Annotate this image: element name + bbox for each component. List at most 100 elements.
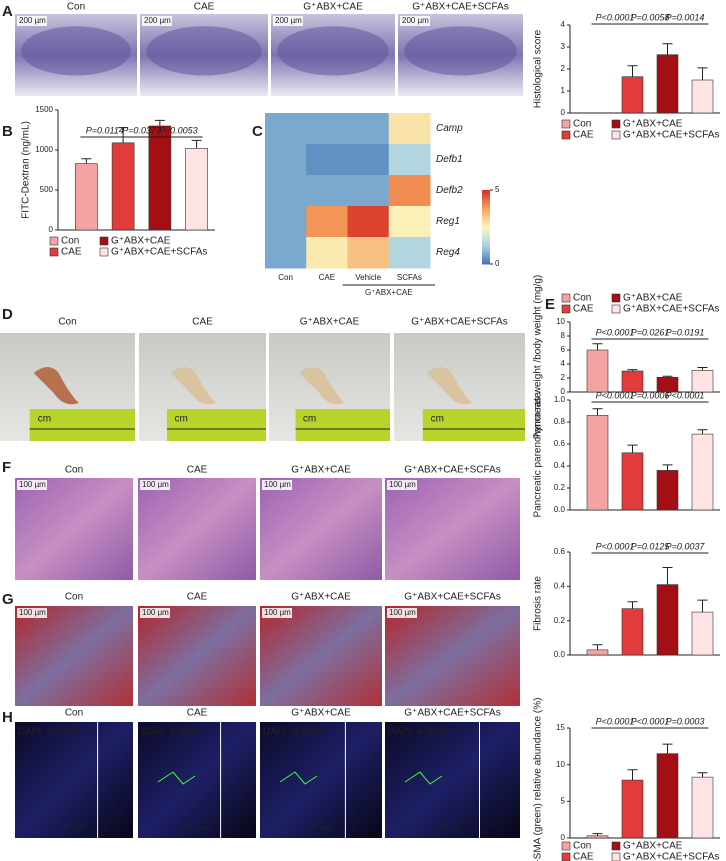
colorbar-step <box>482 197 490 201</box>
scale-bar-label: 100 µm <box>19 608 46 617</box>
image-label: CAE <box>187 592 208 603</box>
legend-swatch <box>561 841 571 851</box>
stain-label: α-SMA <box>170 727 201 738</box>
legend-label: G⁺ABX+CAE+SCFAs <box>623 130 719 141</box>
micrograph <box>15 606 133 706</box>
error-bar <box>662 566 673 585</box>
image-label: Con <box>65 465 83 476</box>
image-label: G⁺ABX+CAE <box>303 2 363 13</box>
image-label: G⁺ABX+CAE+SCFAs <box>404 592 500 603</box>
heat-cell <box>265 175 307 207</box>
y-tick-label: 0.2 <box>554 616 566 625</box>
bar <box>621 76 644 114</box>
colorbar-step <box>482 251 490 255</box>
y-tick-label: 0 <box>49 225 54 234</box>
y-axis-label: Fibrosis rate <box>533 576 544 631</box>
stain-label: α-SMA <box>417 727 448 738</box>
y-tick-label: 0.0 <box>554 650 566 659</box>
error-bar <box>662 375 673 378</box>
row-label: Reg1 <box>436 216 460 227</box>
image-label: G⁺ABX+CAE+SCFAs <box>404 465 500 476</box>
legend-label: G⁺ABX+CAE+SCFAs <box>623 304 719 315</box>
bar <box>656 584 679 656</box>
bar <box>621 608 644 656</box>
scale-bar-bg <box>17 480 47 490</box>
bar <box>586 649 609 656</box>
error-bar <box>697 429 708 435</box>
image-label: G⁺ABX+CAE <box>291 708 351 719</box>
legend-label: Con <box>573 119 591 130</box>
y-tick-label: 0 <box>561 387 566 396</box>
colorbar-step <box>482 244 490 248</box>
legend-label: G⁺ABX+CAE <box>623 119 683 130</box>
colorbar-step <box>482 224 490 228</box>
scale-bar-bg <box>142 16 172 26</box>
bar <box>586 349 609 393</box>
legend-swatch <box>611 119 621 129</box>
p-value: P<0.0001 <box>596 390 635 400</box>
heat-cell <box>347 237 390 269</box>
y-tick-label: 2 <box>561 373 566 382</box>
scale-bar-label: 100 µm <box>264 608 291 617</box>
scale-bar-bg <box>387 480 417 490</box>
pancreas <box>170 367 216 405</box>
pancreas <box>426 367 472 405</box>
scale-bar-label: 20 µm <box>439 823 462 832</box>
scale-bar-bg <box>140 608 170 618</box>
row-label: Camp <box>436 123 463 134</box>
scale-bar-bg <box>262 480 292 490</box>
bar <box>586 835 609 839</box>
heat-cell <box>265 237 307 269</box>
bar <box>656 54 679 114</box>
legend-label: G⁺ABX+CAE <box>623 293 683 304</box>
panel-letter: A <box>2 3 13 20</box>
legend-swatch <box>611 304 621 314</box>
micrograph <box>138 606 256 706</box>
p-value: P=0.0058 <box>631 12 670 22</box>
scale-bar-label: 20 µm <box>62 823 85 832</box>
colorbar-step <box>482 256 490 260</box>
ruler <box>295 409 390 441</box>
y-tick-label: 0.6 <box>554 439 566 448</box>
micrograph <box>260 722 382 838</box>
scale-bar-label: 200 µm <box>402 16 429 25</box>
stain-label: α-SMA <box>47 727 78 738</box>
colorbar-step <box>482 254 490 258</box>
y-tick-label: 2 <box>561 64 566 73</box>
ruler <box>29 409 136 441</box>
scale-bar-label: 200 µm <box>144 16 171 25</box>
image-label: G⁺ABX+CAE <box>291 592 351 603</box>
column-label: SCFAs <box>397 273 422 282</box>
legend-label: CAE <box>61 247 82 258</box>
p-value: P<0.0001 <box>596 716 635 726</box>
bar <box>691 433 714 511</box>
legend-label: Con <box>61 236 79 247</box>
colorbar-step <box>482 222 490 226</box>
error-bar <box>662 43 673 55</box>
y-tick-label: 5 <box>561 796 566 805</box>
bar <box>656 753 679 839</box>
heat-cell <box>388 237 431 269</box>
error-bar <box>592 833 603 836</box>
heat-cell <box>306 206 348 238</box>
scale-bar-label: 100 µm <box>142 608 169 617</box>
image-label: G⁺ABX+CAE <box>291 465 351 476</box>
micrograph <box>15 722 133 838</box>
legend-swatch <box>611 293 621 303</box>
bar <box>691 776 714 839</box>
row-label: Defb2 <box>436 185 463 196</box>
heat-cell <box>265 144 307 176</box>
p-value: P<0.0001 <box>596 327 635 337</box>
scale-bar-bg <box>17 608 47 618</box>
stain-label: α-SMA <box>292 727 323 738</box>
heat-cell <box>388 206 431 238</box>
y-tick-label: 500 <box>40 185 54 194</box>
scale-bar-label: 200 µm <box>19 16 46 25</box>
y-axis-label: Histological score <box>533 29 544 108</box>
colorbar-step <box>482 214 490 218</box>
bar <box>621 452 644 511</box>
error-bar <box>627 769 638 781</box>
colorbar-step <box>482 249 490 253</box>
panel-letter: G <box>2 591 14 608</box>
